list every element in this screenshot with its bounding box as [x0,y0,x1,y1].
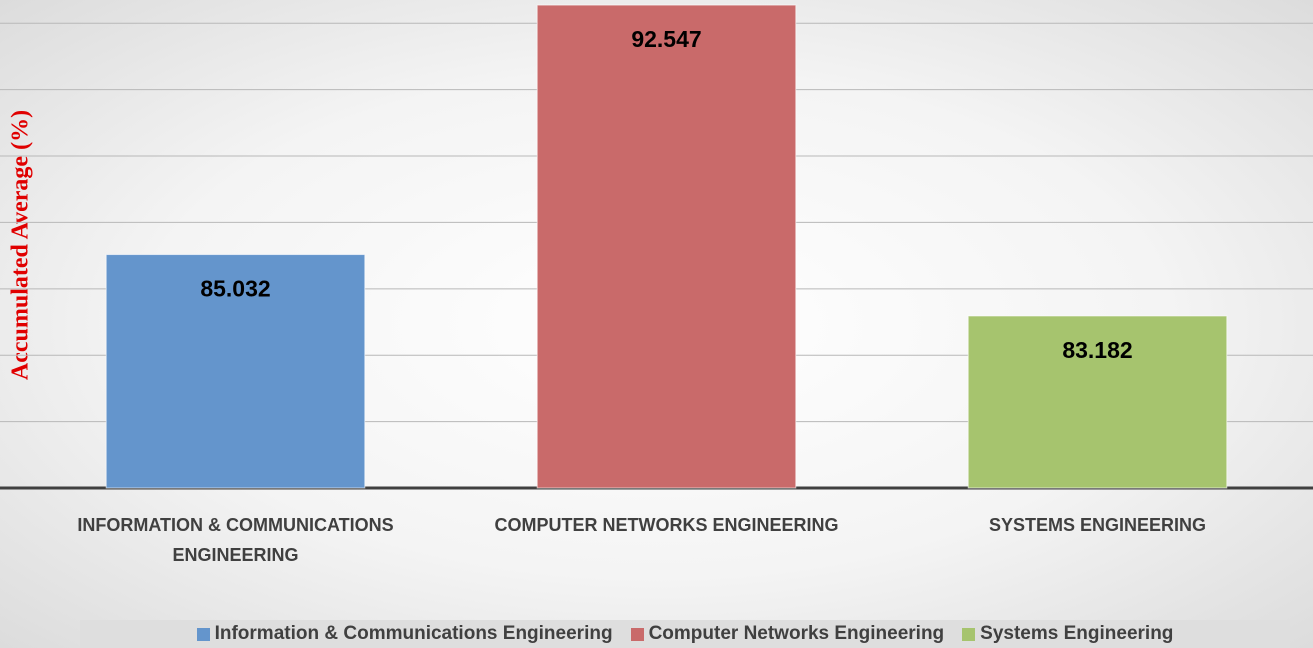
bar [967,315,1228,489]
bar [105,254,366,489]
x-tick-label: INFORMATION & COMMUNICATIONS ENGINEERING [77,515,394,565]
legend-swatch [962,627,976,641]
legend-swatch [630,627,644,641]
bar [536,4,797,489]
legend-label: Systems Engineering [980,623,1174,644]
value-label: 85.032 [200,276,270,302]
y-axis-label: Accumulated Average (%) [8,110,34,380]
legend-swatch [196,627,210,641]
legend-item: Systems Engineering [962,623,1173,645]
value-label: 83.182 [1062,337,1132,363]
x-tick-label: COMPUTER NETWORKS ENGINEERING [494,515,839,535]
legend-label: Information & Communications Engineering [214,623,613,644]
legend-item: Computer Networks Engineering [630,623,945,645]
legend-label: Computer Networks Engineering [648,623,945,644]
value-label: 92.547 [631,26,701,52]
legend: Information & Communications Engineering… [80,620,1290,648]
legend-item: Information & Communications Engineering [196,623,613,645]
x-tick-label: SYSTEMS ENGINEERING [988,515,1207,535]
